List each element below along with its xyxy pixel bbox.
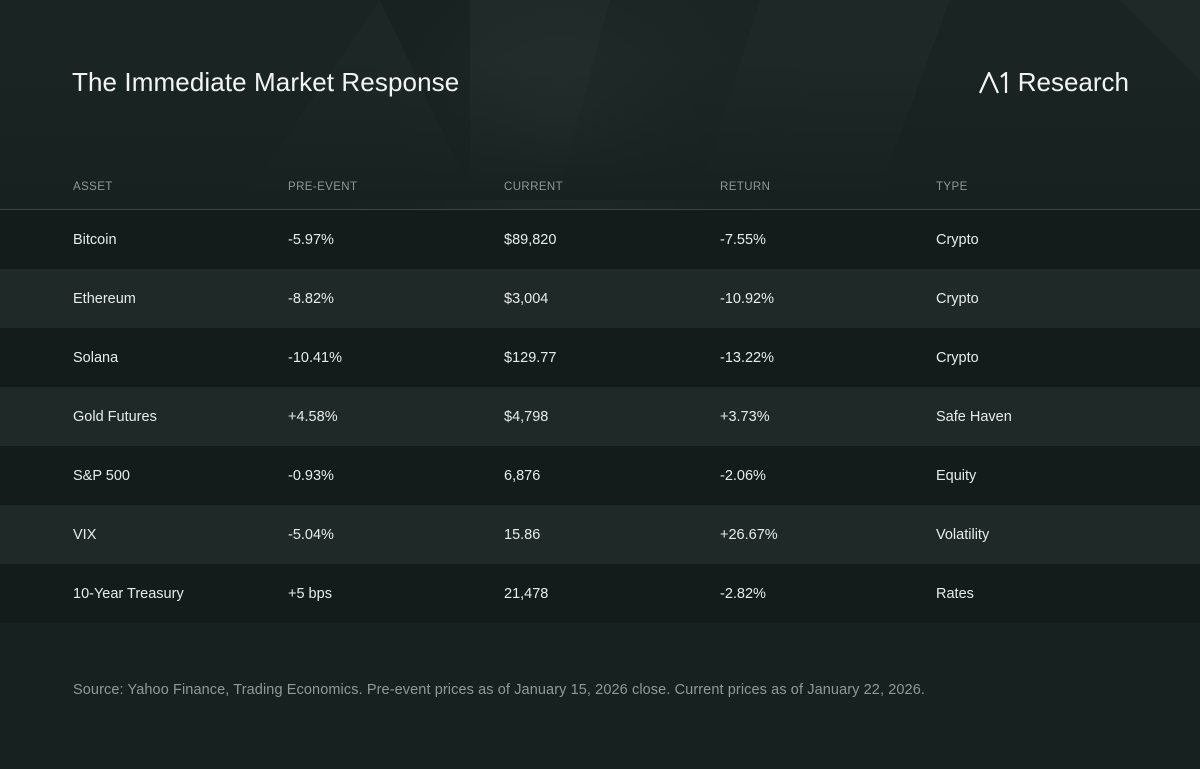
pre-event-cell: +4.58%	[288, 408, 338, 425]
current-cell: 21,478	[504, 585, 549, 602]
type-cell: Crypto	[936, 290, 979, 307]
table-row: VIX -5.04% 15.86 +26.67% Volatility	[0, 505, 1200, 564]
pre-event-cell: -8.82%	[288, 290, 334, 307]
column-header-return: RETURN	[720, 181, 771, 193]
type-cell: Crypto	[936, 349, 979, 366]
return-cell: -7.55%	[720, 231, 766, 248]
type-cell: Equity	[936, 467, 977, 484]
type-cell: Rates	[936, 585, 974, 602]
current-cell: 6,876	[504, 467, 541, 484]
current-cell: $4,798	[504, 408, 549, 425]
table-row: Gold Futures +4.58% $4,798 +3.73% Safe H…	[0, 387, 1200, 446]
table-row: S&P 500 -0.93% 6,876 -2.06% Equity	[0, 446, 1200, 505]
source-footnote: Source: Yahoo Finance, Trading Economics…	[73, 682, 926, 698]
current-cell: $3,004	[504, 290, 549, 307]
column-header-asset: ASSET	[73, 181, 113, 193]
return-cell: +3.73%	[720, 408, 770, 425]
type-cell: Volatility	[936, 526, 990, 543]
type-cell: Crypto	[936, 231, 979, 248]
asset-cell: Gold Futures	[73, 408, 157, 425]
brand: Research	[978, 67, 1129, 98]
current-cell: $129.77	[504, 349, 557, 366]
current-cell: 15.86	[504, 526, 541, 543]
market-table: ASSET PRE-EVENT CURRENT RETURN TYPE Bitc…	[0, 165, 1200, 623]
column-header-type: TYPE	[936, 181, 968, 193]
table-row: Solana -10.41% $129.77 -13.22% Crypto	[0, 328, 1200, 387]
return-cell: -13.22%	[720, 349, 775, 366]
type-cell: Safe Haven	[936, 408, 1012, 425]
table-row: 10-Year Treasury +5 bps 21,478 -2.82% Ra…	[0, 564, 1200, 623]
table-header: ASSET PRE-EVENT CURRENT RETURN TYPE	[0, 165, 1200, 210]
asset-cell: VIX	[73, 526, 97, 543]
asset-cell: Bitcoin	[73, 231, 117, 248]
return-cell: -2.06%	[720, 467, 766, 484]
asset-cell: S&P 500	[73, 467, 130, 484]
pre-event-cell: +5 bps	[288, 585, 332, 602]
a1-logo-icon	[978, 71, 1007, 93]
pre-event-cell: -0.93%	[288, 467, 334, 484]
asset-cell: Ethereum	[73, 290, 136, 307]
column-header-pre-event: PRE-EVENT	[288, 181, 358, 193]
brand-name: Research	[1017, 67, 1129, 97]
pre-event-cell: -5.04%	[288, 526, 334, 543]
return-cell: -10.92%	[720, 290, 775, 307]
pre-event-cell: -5.97%	[288, 231, 334, 248]
return-cell: -2.82%	[720, 585, 766, 602]
asset-cell: 10-Year Treasury	[73, 585, 184, 602]
column-header-current: CURRENT	[504, 181, 564, 193]
current-cell: $89,820	[504, 231, 557, 248]
return-cell: +26.67%	[720, 526, 778, 543]
table-row: Bitcoin -5.97% $89,820 -7.55% Crypto	[0, 210, 1200, 269]
page-title: The Immediate Market Response	[72, 67, 460, 97]
asset-cell: Solana	[73, 349, 119, 366]
pre-event-cell: -10.41%	[288, 349, 343, 366]
table-row: Ethereum -8.82% $3,004 -10.92% Crypto	[0, 269, 1200, 328]
